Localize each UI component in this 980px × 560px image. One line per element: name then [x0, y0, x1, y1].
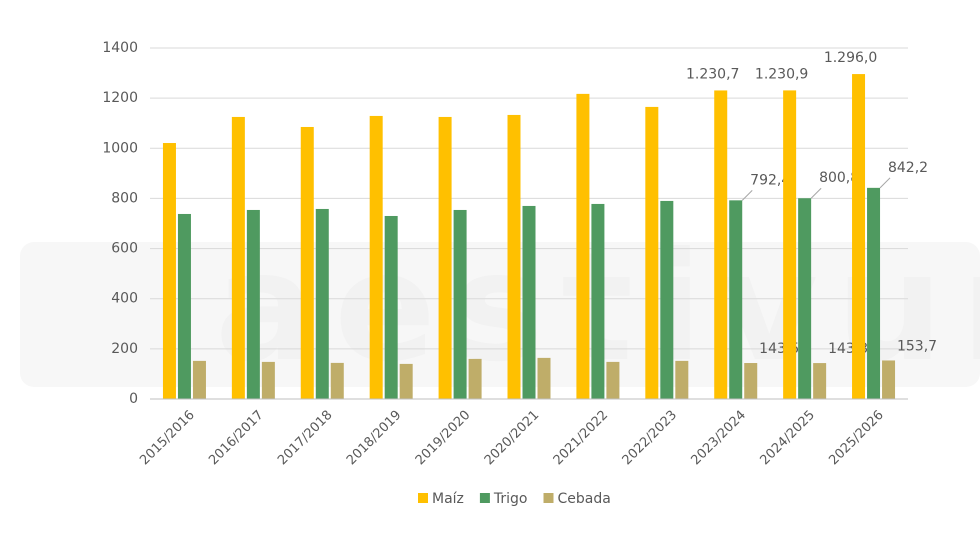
y-tick-label: 600 — [111, 241, 138, 257]
bar — [246, 209, 260, 399]
x-tick-label: 2023/2024 — [689, 408, 750, 469]
y-tick-label: 1200 — [102, 90, 138, 106]
bar — [852, 74, 866, 400]
bar — [675, 360, 689, 399]
bar — [162, 143, 176, 399]
x-tick-label: 2020/2021 — [482, 408, 543, 469]
bar — [231, 116, 245, 400]
bar — [645, 106, 659, 400]
legend-swatch — [543, 493, 554, 503]
bar — [192, 360, 206, 399]
bar — [591, 203, 605, 399]
bar — [399, 363, 413, 399]
bar — [507, 114, 521, 400]
bar — [468, 358, 482, 399]
x-tick-label: 2025/2026 — [826, 408, 887, 469]
y-tick-label: 400 — [111, 291, 138, 307]
bar — [606, 361, 620, 399]
x-tick-label: 2024/2025 — [757, 408, 818, 469]
value-label: 1.296,0 — [824, 50, 877, 66]
bar — [867, 187, 881, 399]
legend-label: Cebada — [558, 491, 611, 507]
value-label: 842,2 — [888, 160, 928, 176]
x-tick-label: 2018/2019 — [344, 408, 405, 469]
x-tick-label: 2017/2018 — [275, 408, 336, 469]
bar — [714, 90, 728, 400]
bar — [783, 90, 797, 399]
bar — [177, 213, 191, 399]
bar — [537, 357, 551, 399]
value-label: 1.230,7 — [686, 66, 739, 82]
bar — [813, 363, 827, 399]
bar — [438, 116, 452, 400]
x-tick-label: 2019/2020 — [413, 408, 474, 469]
bar — [576, 93, 590, 400]
bar — [882, 360, 896, 399]
bar — [300, 126, 314, 399]
x-tick-label: 2015/2016 — [137, 408, 198, 469]
y-tick-label: 1400 — [102, 40, 138, 56]
bar — [384, 215, 398, 399]
bar — [729, 200, 743, 399]
bar — [453, 209, 467, 399]
x-tick-label: 2022/2023 — [620, 408, 681, 469]
value-label: 800,8 — [819, 170, 859, 186]
bar — [744, 363, 758, 399]
y-tick-label: 800 — [111, 190, 138, 206]
bar — [261, 361, 275, 399]
leader-line — [879, 177, 891, 189]
bar — [522, 205, 536, 399]
value-label: 792,4 — [750, 172, 790, 188]
bar — [798, 198, 812, 399]
leader-line — [810, 187, 822, 199]
bar — [369, 115, 383, 399]
value-label: 153,7 — [897, 338, 937, 354]
y-tick-label: 0 — [129, 391, 138, 407]
x-tick-label: 2021/2022 — [551, 408, 612, 469]
y-tick-label: 200 — [111, 341, 138, 357]
bar — [330, 362, 344, 399]
legend-swatch — [479, 493, 490, 503]
x-tick-label: 2016/2017 — [206, 408, 267, 469]
legend-swatch — [418, 493, 428, 503]
legend-label: Trigo — [493, 491, 528, 507]
bar — [660, 200, 674, 399]
legend-label: Maíz — [432, 491, 464, 507]
bar — [315, 208, 329, 399]
y-tick-label: 1000 — [102, 140, 138, 156]
value-label: 1.230,9 — [755, 66, 808, 82]
leader-line — [741, 189, 753, 201]
